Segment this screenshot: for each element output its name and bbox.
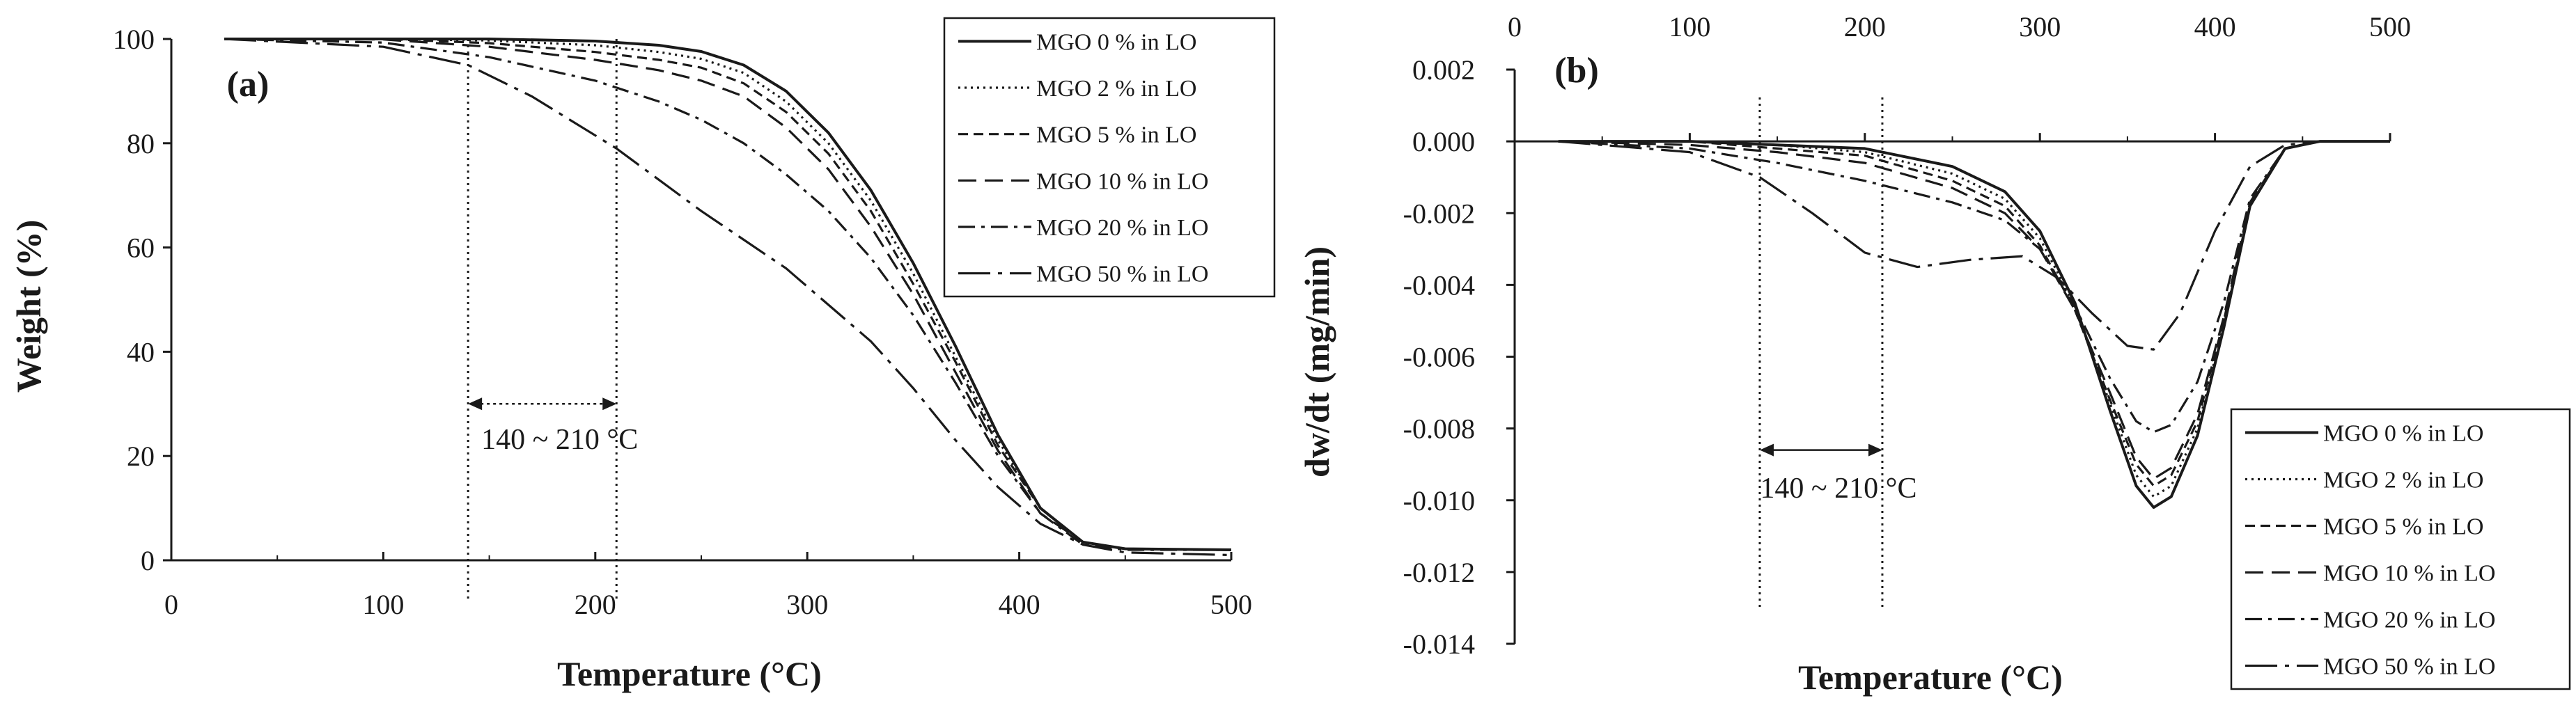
legend-entry: MGO 10 % in LO bbox=[2323, 561, 2495, 587]
y-tick-label: -0.004 bbox=[1403, 269, 1475, 301]
x-tick-label: 500 bbox=[2369, 11, 2411, 42]
series-line-2 bbox=[224, 38, 1232, 551]
series-line-5 bbox=[1558, 140, 2390, 351]
chart-panel-b: 0 100 200 300 400 500 0.002 0.000 -0.002 -0.004 -0… bbox=[1297, 11, 2571, 697]
series-line-2 bbox=[1558, 140, 2390, 487]
legend-entry: MGO 10 % in LO bbox=[1036, 168, 1208, 194]
x-tick-label: 300 bbox=[2019, 11, 2061, 42]
legend-entry: MGO 20 % in LO bbox=[1036, 215, 1208, 241]
x-tick-label: 0 bbox=[1508, 11, 1522, 42]
legend-entry: MGO 2 % in LO bbox=[1036, 76, 1196, 102]
x-tick-label: 300 bbox=[786, 589, 828, 620]
range-arrow-head-left bbox=[468, 397, 483, 411]
y-axis-title: Weight (%) bbox=[9, 220, 48, 393]
x-tick-label: 500 bbox=[1210, 589, 1252, 620]
legend-box bbox=[943, 17, 1276, 298]
series-line-3 bbox=[224, 38, 1232, 551]
y-tick-label: -0.014 bbox=[1403, 628, 1475, 660]
x-tick-label: 400 bbox=[999, 589, 1040, 620]
y-tick-label: 20 bbox=[127, 441, 155, 472]
y-tick-label: 0 bbox=[141, 545, 155, 576]
y-tick-label: -0.008 bbox=[1403, 413, 1475, 445]
y-tick-label: 0.000 bbox=[1412, 126, 1475, 157]
y-tick-label: -0.006 bbox=[1403, 342, 1475, 373]
x-tick-label: 200 bbox=[575, 589, 616, 620]
chart-panel-a: 0 100 200 300 400 500 0 20 40 60 80 100 Temperature … bbox=[9, 17, 1276, 693]
series-line-5 bbox=[224, 38, 1232, 557]
series-line-4 bbox=[224, 38, 1231, 551]
x-tick-label: 100 bbox=[362, 589, 404, 620]
range-arrow-head-right bbox=[1868, 443, 1882, 457]
legend-entry: MGO 2 % in LO bbox=[2323, 468, 2483, 493]
legend-entry: MGO 20 % in LO bbox=[2323, 608, 2495, 633]
y-tick-label: -0.002 bbox=[1403, 198, 1475, 229]
y-tick-label: 100 bbox=[113, 24, 155, 55]
y-tick-label: -0.010 bbox=[1403, 485, 1475, 516]
x-tick-label: 400 bbox=[2194, 11, 2236, 42]
x-tick-label: 200 bbox=[1844, 11, 1886, 42]
legend-entry: MGO 5 % in LO bbox=[2323, 514, 2483, 540]
range-arrow-head-right bbox=[602, 397, 617, 411]
range-annotation-label: 140 ~ 210 °C bbox=[1760, 473, 1917, 505]
x-tick-label: 100 bbox=[1669, 11, 1710, 42]
legend-entry: MGO 5 % in LO bbox=[1036, 122, 1196, 148]
y-tick-label: 40 bbox=[127, 336, 155, 367]
y-tick-label: 0.002 bbox=[1412, 54, 1475, 86]
series-line-3 bbox=[1558, 140, 2390, 480]
legend-entry: MGO 0 % in LO bbox=[2323, 421, 2483, 447]
x-tick-label: 0 bbox=[164, 589, 178, 620]
range-arrow-head-left bbox=[1759, 443, 1774, 457]
y-tick-label: -0.012 bbox=[1403, 557, 1475, 588]
legend-box bbox=[2230, 408, 2571, 690]
legend-entry: MGO 0 % in LO bbox=[1036, 29, 1196, 55]
x-axis-title: Temperature (°C) bbox=[557, 654, 822, 693]
panel-label: (b) bbox=[1554, 51, 1599, 90]
y-tick-label: 80 bbox=[127, 128, 155, 159]
series-line-1 bbox=[224, 38, 1232, 551]
y-tick-label: 60 bbox=[127, 232, 155, 264]
legend-entry: MGO 50 % in LO bbox=[1036, 262, 1208, 287]
legend-entry: MGO 50 % in LO bbox=[2323, 654, 2495, 680]
x-axis-title: Temperature (°C) bbox=[1798, 658, 2063, 697]
range-annotation-label: 140 ~ 210 °C bbox=[481, 424, 638, 456]
y-axis-title: dw/dt (mg/min) bbox=[1297, 246, 1336, 477]
series-line-4 bbox=[1558, 140, 2390, 434]
panel-label: (a) bbox=[227, 65, 270, 104]
